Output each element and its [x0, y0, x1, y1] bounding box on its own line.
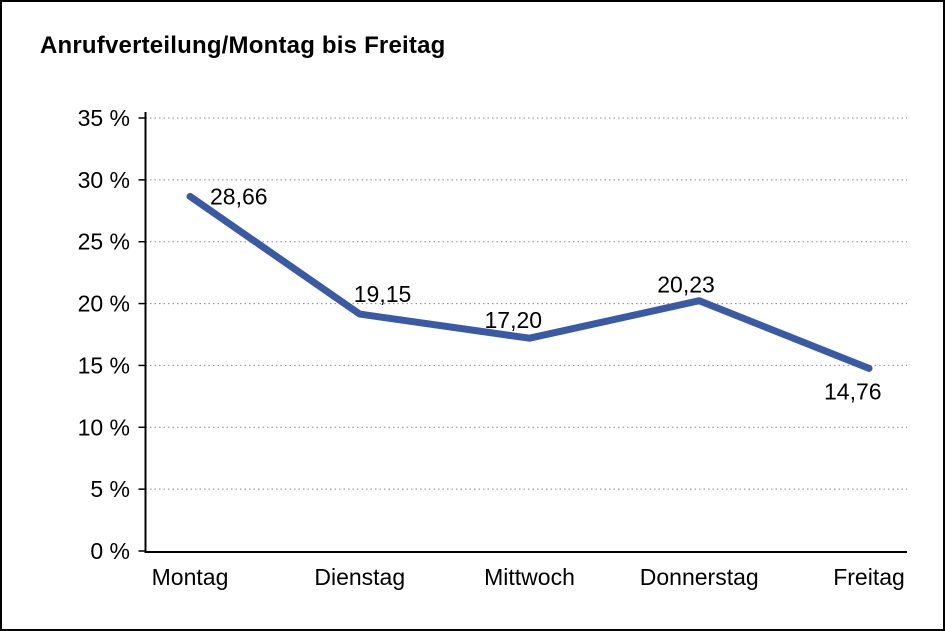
y-tick-label: 10 % — [78, 414, 130, 440]
gridlines — [145, 117, 907, 490]
y-tick-label: 5 % — [90, 476, 130, 502]
x-axis-labels: Montag Dienstag Mittwoch Donnerstag Freitag — [152, 564, 905, 590]
y-tick-label: 30 % — [78, 167, 130, 193]
y-tick-label: 20 % — [78, 291, 130, 317]
axes — [144, 112, 907, 553]
x-axis-label: Mittwoch — [484, 564, 575, 590]
series-line — [186, 192, 873, 372]
x-axis-label: Donnerstag — [640, 564, 759, 590]
data-point-label: 28,66 — [210, 183, 268, 209]
axis-ticks — [138, 117, 146, 552]
y-axis-labels: 0 % 5 % 10 % 15 % 20 % 25 % 30 % 35 % — [78, 105, 130, 564]
data-point-label: 20,23 — [657, 272, 715, 298]
data-point-label: 17,20 — [485, 307, 543, 333]
y-tick-label: 0 % — [90, 538, 130, 564]
y-tick-label: 15 % — [78, 352, 130, 378]
y-tick-label: 35 % — [78, 105, 130, 131]
data-series — [186, 192, 873, 372]
x-axis-label: Freitag — [833, 564, 905, 590]
y-tick-label: 25 % — [78, 229, 130, 255]
x-axis-label: Dienstag — [314, 564, 405, 590]
data-point-label: 14,76 — [824, 378, 882, 404]
value-labels: 28,66 19,15 17,20 20,23 14,76 — [210, 183, 882, 404]
chart-title: Anrufverteilung/Montag bis Freitag — [40, 32, 446, 59]
data-point-label: 19,15 — [354, 281, 412, 307]
x-axis-label: Montag — [152, 564, 229, 590]
